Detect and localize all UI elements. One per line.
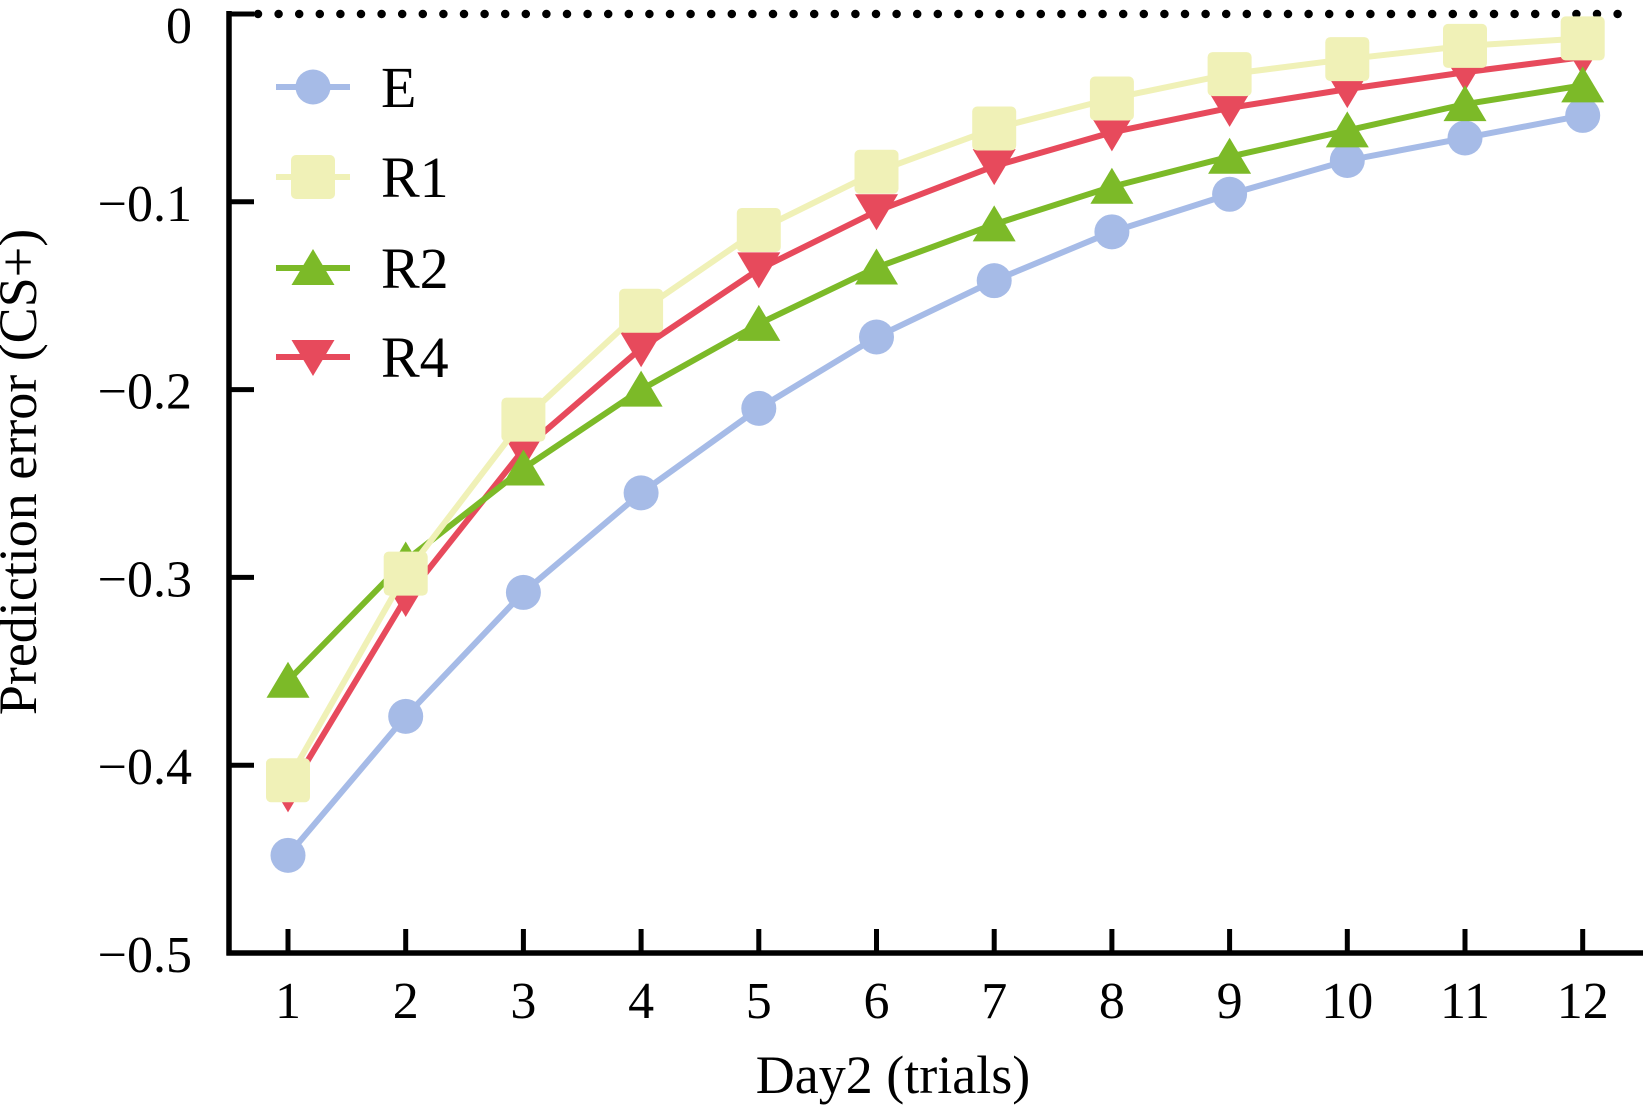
marker-E-3 [505, 574, 541, 610]
x-tick-label-5: 5 [746, 973, 772, 1030]
marker-R1-9 [1207, 52, 1252, 97]
legend-label-R1: R1 [381, 145, 449, 210]
marker-E-8 [1094, 214, 1130, 250]
marker-E-2 [388, 698, 424, 734]
marker-E-9 [1212, 176, 1248, 212]
x-tick-label-8: 8 [1099, 973, 1125, 1030]
marker-R2-1 [266, 661, 310, 698]
marker-R2-6 [855, 248, 898, 285]
marker-R2-10 [1325, 111, 1369, 148]
legend-label-R4: R4 [381, 325, 449, 390]
y-tick-label-5: −0.5 [98, 927, 192, 984]
x-tick-label-3: 3 [510, 973, 536, 1030]
marker-E-11 [1447, 120, 1483, 156]
legend-marker-R4 [291, 340, 335, 376]
legend-label-E: E [381, 55, 416, 120]
marker-R4-9 [1208, 90, 1252, 127]
x-tick-label-6: 6 [864, 973, 890, 1030]
x-tick-label-9: 9 [1217, 973, 1243, 1030]
legend-marker-E [295, 69, 331, 105]
legend-marker-R1 [291, 155, 335, 199]
marker-E-5 [741, 390, 777, 426]
marker-R1-8 [1089, 76, 1134, 121]
x-tick-label-7: 7 [981, 973, 1007, 1030]
x-tick-label-4: 4 [628, 973, 654, 1030]
marker-R2-12 [1561, 66, 1605, 103]
x-tick-label-11: 11 [1440, 973, 1490, 1030]
marker-R1-2 [383, 551, 428, 596]
marker-E-10 [1329, 142, 1365, 178]
y-tick-label-2: −0.2 [98, 364, 192, 421]
marker-R2-4 [619, 370, 663, 407]
marker-R1-11 [1443, 23, 1487, 68]
marker-R1-7 [972, 106, 1017, 151]
marker-R2-5 [737, 304, 781, 341]
marker-R1-4 [619, 288, 664, 333]
marker-R1-12 [1560, 16, 1605, 61]
marker-R2-11 [1443, 85, 1487, 122]
series-line-R2 [285, 82, 1584, 683]
y-axis-title: Prediction error (CS+) [0, 229, 48, 715]
legend-marker-R2 [291, 249, 335, 285]
x-tick-label-1: 1 [275, 973, 301, 1030]
y-tick-label-1: −0.1 [98, 176, 192, 233]
legend-label-R2: R2 [381, 236, 449, 301]
marker-R1-6 [854, 149, 899, 194]
marker-R4-7 [972, 149, 1016, 186]
y-tick-label-0: 0 [166, 0, 192, 55]
marker-E-1 [270, 837, 306, 873]
x-axis-title: Day2 (trials) [756, 1045, 1030, 1105]
x-tick-label-2: 2 [393, 973, 419, 1030]
marker-E-7 [976, 263, 1012, 299]
marker-R2-7 [972, 205, 1016, 242]
marker-E-6 [859, 319, 894, 355]
marker-R4-6 [855, 194, 898, 231]
series-line-E [285, 112, 1584, 858]
y-tick-label-3: −0.3 [98, 551, 192, 608]
marker-E-12 [1565, 97, 1601, 133]
marker-E-4 [623, 475, 659, 511]
series-line-R4 [285, 54, 1584, 795]
marker-R4-4 [619, 331, 663, 368]
marker-R4-10 [1325, 72, 1369, 109]
x-tick-label-10: 10 [1321, 973, 1373, 1030]
x-tick-label-12: 12 [1557, 973, 1609, 1030]
marker-R1-5 [736, 207, 781, 252]
marker-R1-1 [266, 758, 310, 803]
marker-R2-8 [1090, 167, 1134, 204]
marker-R4-5 [737, 252, 781, 289]
marker-R1-10 [1325, 37, 1370, 82]
y-tick-label-4: −0.4 [98, 739, 192, 796]
marker-R1-3 [501, 397, 546, 442]
marker-R2-9 [1208, 137, 1252, 174]
marker-R2-3 [501, 449, 545, 486]
marker-R4-8 [1090, 115, 1134, 152]
